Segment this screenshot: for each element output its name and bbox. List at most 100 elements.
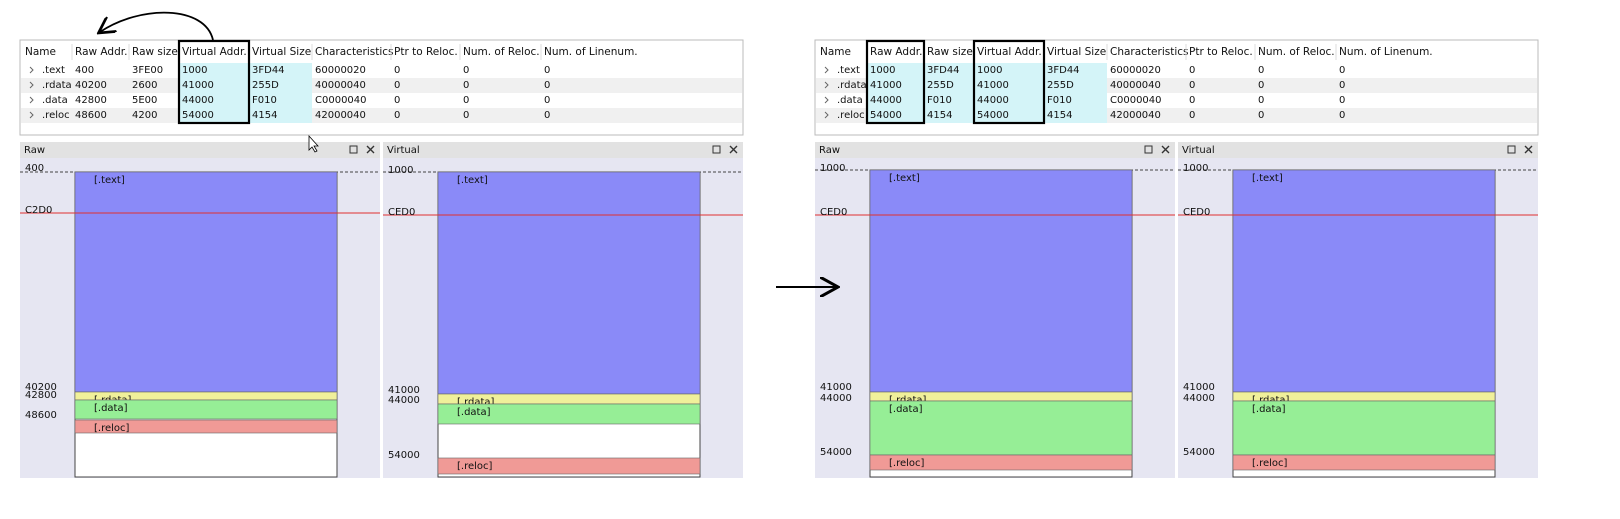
table-cell: 400 [75, 65, 94, 76]
column-header: Ptr to Reloc. [1189, 46, 1253, 58]
table-cell: 4154 [927, 110, 952, 121]
move-arrow [100, 11, 214, 41]
section-block [1232, 169, 1496, 393]
table-cell: 44000 [870, 95, 902, 106]
table-cell: 54000 [870, 110, 902, 121]
table-cell: 3FD44 [1047, 65, 1080, 76]
cell-highlight [925, 108, 974, 123]
table-cell: .reloc [42, 110, 70, 121]
cell-highlight [1045, 63, 1107, 78]
table-cell: F010 [252, 95, 277, 106]
section-block [74, 399, 338, 420]
cell-highlight [180, 63, 249, 78]
table-cell: .rdata [42, 80, 72, 91]
section-label: [.rdata] [889, 395, 927, 406]
section-block [74, 419, 338, 434]
column-header: Virtual Addr. [977, 46, 1042, 58]
table-cell: 44000 [182, 95, 214, 106]
cell-highlight [1045, 108, 1107, 123]
section-label: [.data] [889, 404, 923, 415]
address-label: 40200 [25, 382, 57, 393]
pane-titlebar [815, 142, 1175, 158]
address-label: CED0 [1183, 207, 1210, 218]
table-cell: .data [837, 95, 863, 106]
table-cell: 0 [1339, 110, 1345, 121]
table-cell: .text [837, 65, 860, 76]
table-cell: C0000040 [315, 95, 367, 106]
section-block [869, 400, 1133, 456]
table-cell: 41000 [977, 80, 1009, 91]
cell-highlight [868, 108, 924, 123]
cell-highlight [975, 78, 1044, 93]
table-cell: .data [42, 95, 68, 106]
pane-title: Raw [819, 145, 840, 156]
column-header: Num. of Reloc. [463, 46, 540, 58]
float-button [712, 145, 721, 154]
close-button [1161, 145, 1170, 154]
section-label: [.data] [94, 403, 128, 414]
section-label: [.text] [457, 175, 488, 186]
section-block [869, 169, 1133, 393]
address-label: 1000 [1183, 163, 1208, 174]
table-cell: 40000040 [315, 80, 366, 91]
address-label: 41000 [388, 385, 420, 396]
expand-chevron [824, 111, 829, 119]
pane-title: Raw [24, 145, 45, 156]
address-label: 1000 [820, 163, 845, 174]
row-stripe [21, 108, 742, 123]
table-cell: 0 [1189, 80, 1195, 91]
expand-chevron [29, 81, 34, 89]
table-cell: 0 [544, 80, 550, 91]
cell-highlight [250, 108, 312, 123]
cell-highlight [1045, 78, 1107, 93]
table-cell: 0 [1189, 65, 1195, 76]
column-header: Virtual Addr. [182, 46, 247, 58]
address-label: 44000 [820, 393, 852, 404]
expand-chevron [824, 96, 829, 104]
expand-chevron [29, 96, 34, 104]
section-block [869, 454, 1133, 471]
cell-highlight [925, 78, 974, 93]
table-cell: .text [42, 65, 65, 76]
table-cell: 41000 [870, 80, 902, 91]
address-label: 54000 [388, 450, 420, 461]
column-header: Num. of Reloc. [1258, 46, 1335, 58]
cell-highlight [180, 93, 249, 108]
section-label: [.rdata] [457, 397, 495, 408]
column-header: Num. of Linenum. [1339, 46, 1433, 58]
table-cell: 0 [544, 110, 550, 121]
address-label: C2D0 [25, 205, 52, 216]
section-label: [.reloc] [457, 461, 493, 472]
cell-highlight [975, 108, 1044, 123]
table-cell: 0 [1189, 110, 1195, 121]
table-cell: 42800 [75, 95, 107, 106]
table-cell: 255D [1047, 80, 1074, 91]
annotation-box [865, 39, 926, 125]
table-cell: 4154 [252, 110, 277, 121]
close-button [366, 145, 375, 154]
column-header: Characteristics [1110, 46, 1189, 58]
column-header: Ptr to Reloc. [394, 46, 458, 58]
cell-highlight [975, 93, 1044, 108]
section-block [437, 171, 701, 395]
cell-highlight [868, 63, 924, 78]
table-cell: .reloc [837, 110, 865, 121]
pane-titlebar [383, 142, 743, 158]
table-cell: 0 [463, 65, 469, 76]
table-cell: 0 [1258, 65, 1264, 76]
table-cell: 0 [1189, 95, 1195, 106]
table-cell: 40000040 [1110, 80, 1161, 91]
table-cell: 0 [1339, 95, 1345, 106]
cell-highlight [925, 63, 974, 78]
cell-highlight [925, 93, 974, 108]
column-header: Virtual Size [1047, 46, 1106, 58]
content: Name Raw Addr. Raw size Virtual Addr. Virtua… [19, 39, 1539, 478]
column-header: Raw size [927, 46, 973, 58]
table-cell: 255D [252, 80, 279, 91]
address-label: 400 [25, 163, 44, 174]
section-block [437, 457, 701, 475]
table-cell: 0 [1339, 65, 1345, 76]
table-cell: 42000040 [1110, 110, 1161, 121]
table-cell: 4200 [132, 110, 157, 121]
table-cell: 0 [544, 65, 550, 76]
